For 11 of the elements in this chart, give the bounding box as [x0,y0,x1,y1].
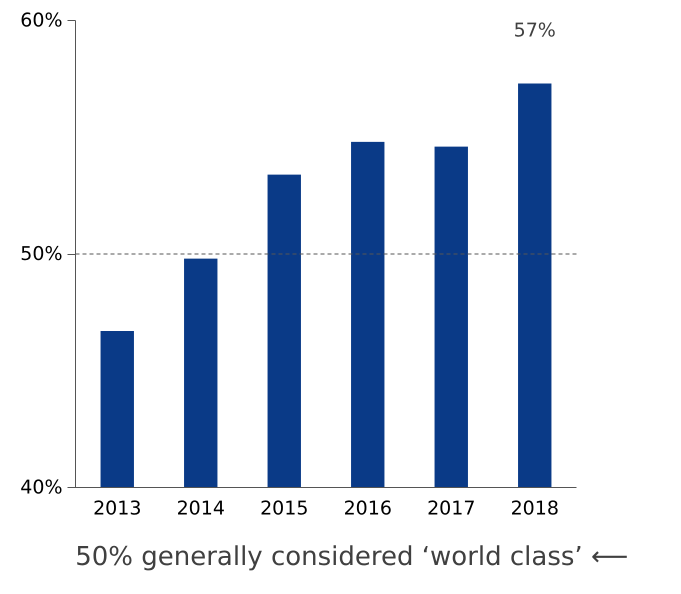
y-tick-label: 40% [20,476,63,498]
data-label: 57% [514,20,556,42]
x-tick-label: 2015 [260,498,308,520]
y-tick-label: 60% [20,10,63,32]
x-tick-label: 2016 [344,498,392,520]
x-tick-label: 2014 [176,498,225,520]
y-tick-label: 50% [20,243,63,265]
text: 50% generally considered ‘world class’ ⟵ [75,542,628,572]
x-tick-label: 2013 [93,498,142,520]
x-tick-label: 2017 [427,498,476,520]
x-tick-label: 2018 [510,498,559,520]
